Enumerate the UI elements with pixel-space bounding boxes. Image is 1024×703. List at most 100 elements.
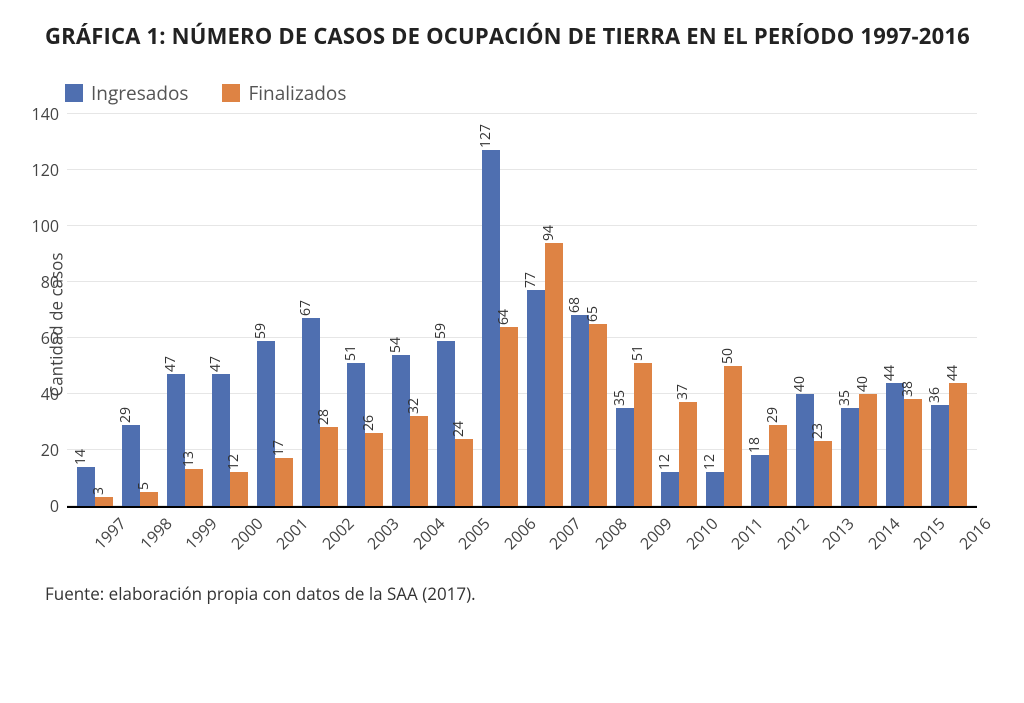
bar-value-label: 44 <box>943 364 962 380</box>
bar-value-label: 65 <box>583 306 602 322</box>
bar-finalizados: 12 <box>230 472 248 506</box>
bar-finalizados: 32 <box>410 416 428 506</box>
bar-group: 5917 <box>253 341 298 506</box>
bar-finalizados: 40 <box>859 394 877 506</box>
bar-ingresados: 54 <box>392 355 410 506</box>
bar-ingresados: 51 <box>347 363 365 506</box>
bar-ingresados: 59 <box>257 341 275 506</box>
bar-group: 5432 <box>387 355 432 506</box>
bar-value-label: 32 <box>404 398 423 414</box>
bar-group: 7794 <box>522 243 567 506</box>
legend-item-ingresados: Ingresados <box>65 80 188 106</box>
bar-finalizados: 13 <box>185 469 203 505</box>
bar-value-label: 29 <box>763 406 782 422</box>
bar-value-label: 38 <box>898 381 917 397</box>
bar-value-label: 94 <box>539 224 558 240</box>
bar-finalizados: 28 <box>320 427 338 505</box>
bar-value-label: 51 <box>341 345 360 361</box>
bar-value-label: 36 <box>925 387 944 403</box>
bar-ingresados: 18 <box>751 455 769 505</box>
chart-wrap: Cantidad de casos 0204060801001201401432… <box>45 114 1004 536</box>
bar-finalizados: 26 <box>365 433 383 506</box>
bar-value-label: 127 <box>476 124 495 148</box>
legend-swatch-finalizados <box>222 84 240 102</box>
bar-ingresados: 47 <box>167 374 185 506</box>
bar-group: 1237 <box>657 402 702 506</box>
bar-group: 3644 <box>926 383 971 506</box>
legend-label-finalizados: Finalizados <box>248 80 346 106</box>
bar-value-label: 5 <box>134 482 153 490</box>
bar-group: 5924 <box>432 341 477 506</box>
bar-group: 1829 <box>747 425 792 506</box>
bar-finalizados: 50 <box>724 366 742 506</box>
bar-finalizados: 65 <box>589 324 607 506</box>
bar-group: 4438 <box>881 383 926 506</box>
bar-value-label: 44 <box>880 364 899 380</box>
figure: GRÁFICA 1: NÚMERO DE CASOS DE OCUPACIÓN … <box>0 0 1024 703</box>
bar-value-label: 29 <box>116 406 135 422</box>
bar-group: 3540 <box>836 394 881 506</box>
bar-ingresados: 40 <box>796 394 814 506</box>
bar-value-label: 51 <box>628 345 647 361</box>
bar-value-label: 24 <box>449 420 468 436</box>
bar-group: 4713 <box>163 374 208 506</box>
bar-value-label: 14 <box>71 448 90 464</box>
bar-value-label: 68 <box>565 297 584 313</box>
bar-group: 143 <box>73 467 118 506</box>
x-axis-labels: 1997199819992000200120022003200420052006… <box>67 508 989 536</box>
bar-value-label: 40 <box>790 376 809 392</box>
y-tick-label: 40 <box>41 383 67 405</box>
chart-title: GRÁFICA 1: NÚMERO DE CASOS DE OCUPACIÓN … <box>45 22 1004 52</box>
y-tick-label: 20 <box>41 439 67 461</box>
bar-finalizados: 38 <box>904 399 922 505</box>
legend-item-finalizados: Finalizados <box>222 80 346 106</box>
bar-group: 1250 <box>702 366 747 506</box>
bar-value-label: 17 <box>269 440 288 456</box>
bar-value-label: 54 <box>386 336 405 352</box>
y-tick-label: 60 <box>41 327 67 349</box>
bar-finalizados: 23 <box>814 441 832 505</box>
bar-finalizados: 51 <box>634 363 652 506</box>
bar-ingresados: 35 <box>841 408 859 506</box>
bar-ingresados: 35 <box>616 408 634 506</box>
bar-group: 295 <box>118 425 163 506</box>
bar-value-label: 59 <box>251 322 270 338</box>
bar-value-label: 18 <box>745 437 764 453</box>
bar-finalizados: 3 <box>95 497 113 505</box>
bar-group: 6865 <box>567 315 612 505</box>
bar-group: 4023 <box>792 394 837 506</box>
bar-finalizados: 24 <box>455 439 473 506</box>
bar-value-label: 26 <box>359 415 378 431</box>
bar-ingresados: 47 <box>212 374 230 506</box>
chart: 0204060801001201401432954713471259176728… <box>67 114 989 536</box>
bar-group: 4712 <box>208 374 253 506</box>
bar-finalizados: 29 <box>769 425 787 506</box>
bar-finalizados: 17 <box>275 458 293 506</box>
bar-ingresados: 36 <box>931 405 949 506</box>
bar-value-label: 12 <box>224 454 243 470</box>
bar-value-label: 64 <box>494 308 513 324</box>
bar-finalizados: 37 <box>679 402 697 506</box>
bar-value-label: 13 <box>179 451 198 467</box>
bar-ingresados: 12 <box>706 472 724 506</box>
bar-finalizados: 5 <box>140 492 158 506</box>
bar-value-label: 77 <box>521 272 540 288</box>
bar-ingresados: 77 <box>527 290 545 506</box>
bar-group: 6728 <box>298 318 343 506</box>
y-tick-label: 100 <box>32 215 67 237</box>
bar-finalizados: 64 <box>500 327 518 506</box>
bar-ingresados: 127 <box>482 150 500 506</box>
bar-ingresados: 44 <box>886 383 904 506</box>
bar-value-label: 12 <box>700 454 719 470</box>
bars-layer: 1432954713471259176728512654325924127647… <box>67 114 977 506</box>
bar-group: 5126 <box>342 363 387 506</box>
bar-value-label: 47 <box>206 356 225 372</box>
y-tick-label: 80 <box>41 271 67 293</box>
bar-group: 3551 <box>612 363 657 506</box>
bar-finalizados: 94 <box>545 243 563 506</box>
bar-value-label: 37 <box>673 384 692 400</box>
bar-value-label: 59 <box>431 322 450 338</box>
bar-value-label: 28 <box>314 409 333 425</box>
bar-value-label: 35 <box>610 390 629 406</box>
bar-value-label: 50 <box>718 348 737 364</box>
